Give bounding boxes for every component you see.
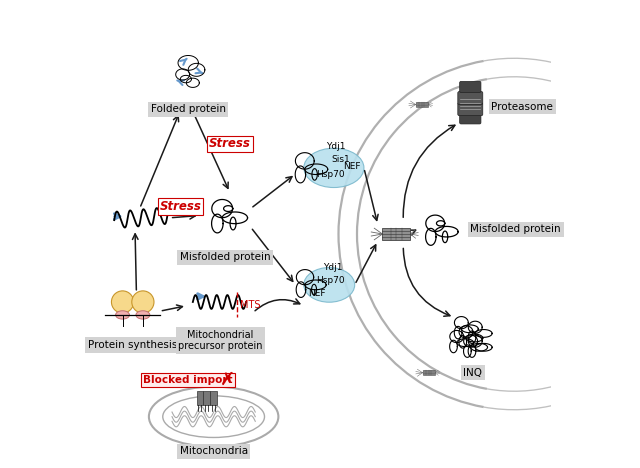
Text: ✗: ✗ [220,371,235,388]
Text: Hsp70: Hsp70 [316,276,345,285]
Circle shape [132,291,154,313]
FancyBboxPatch shape [460,81,481,93]
Circle shape [111,291,134,313]
Text: NEF: NEF [344,162,361,171]
Text: Stress: Stress [159,200,201,213]
FancyBboxPatch shape [415,102,428,107]
Text: NEF: NEF [308,289,326,299]
Text: Hsp70: Hsp70 [316,170,345,179]
Text: Mitochondria: Mitochondria [180,446,248,456]
Text: Stress: Stress [209,137,251,150]
Ellipse shape [304,148,364,188]
Text: Misfolded protein: Misfolded protein [470,224,561,234]
FancyBboxPatch shape [460,113,481,124]
Text: Ydj1: Ydj1 [326,142,346,151]
Text: Folded protein: Folded protein [150,104,226,114]
FancyBboxPatch shape [383,228,410,240]
Text: Misfolded protein: Misfolded protein [180,252,271,262]
FancyBboxPatch shape [458,102,483,116]
FancyBboxPatch shape [196,391,203,405]
FancyBboxPatch shape [204,391,210,405]
Ellipse shape [304,268,355,302]
Text: Ydj1: Ydj1 [323,263,342,271]
Text: Blocked import: Blocked import [143,375,233,385]
Text: Sis1: Sis1 [332,155,350,164]
Ellipse shape [116,311,129,319]
Text: MTS: MTS [239,300,260,310]
Text: Mitochondrial
precursor protein: Mitochondrial precursor protein [179,329,263,351]
FancyBboxPatch shape [211,391,217,405]
Text: Protein synthesis: Protein synthesis [88,340,177,350]
FancyBboxPatch shape [422,370,435,375]
Text: Proteasome: Proteasome [491,102,553,112]
Ellipse shape [136,311,150,319]
FancyBboxPatch shape [458,92,483,104]
Text: INQ: INQ [463,368,482,378]
